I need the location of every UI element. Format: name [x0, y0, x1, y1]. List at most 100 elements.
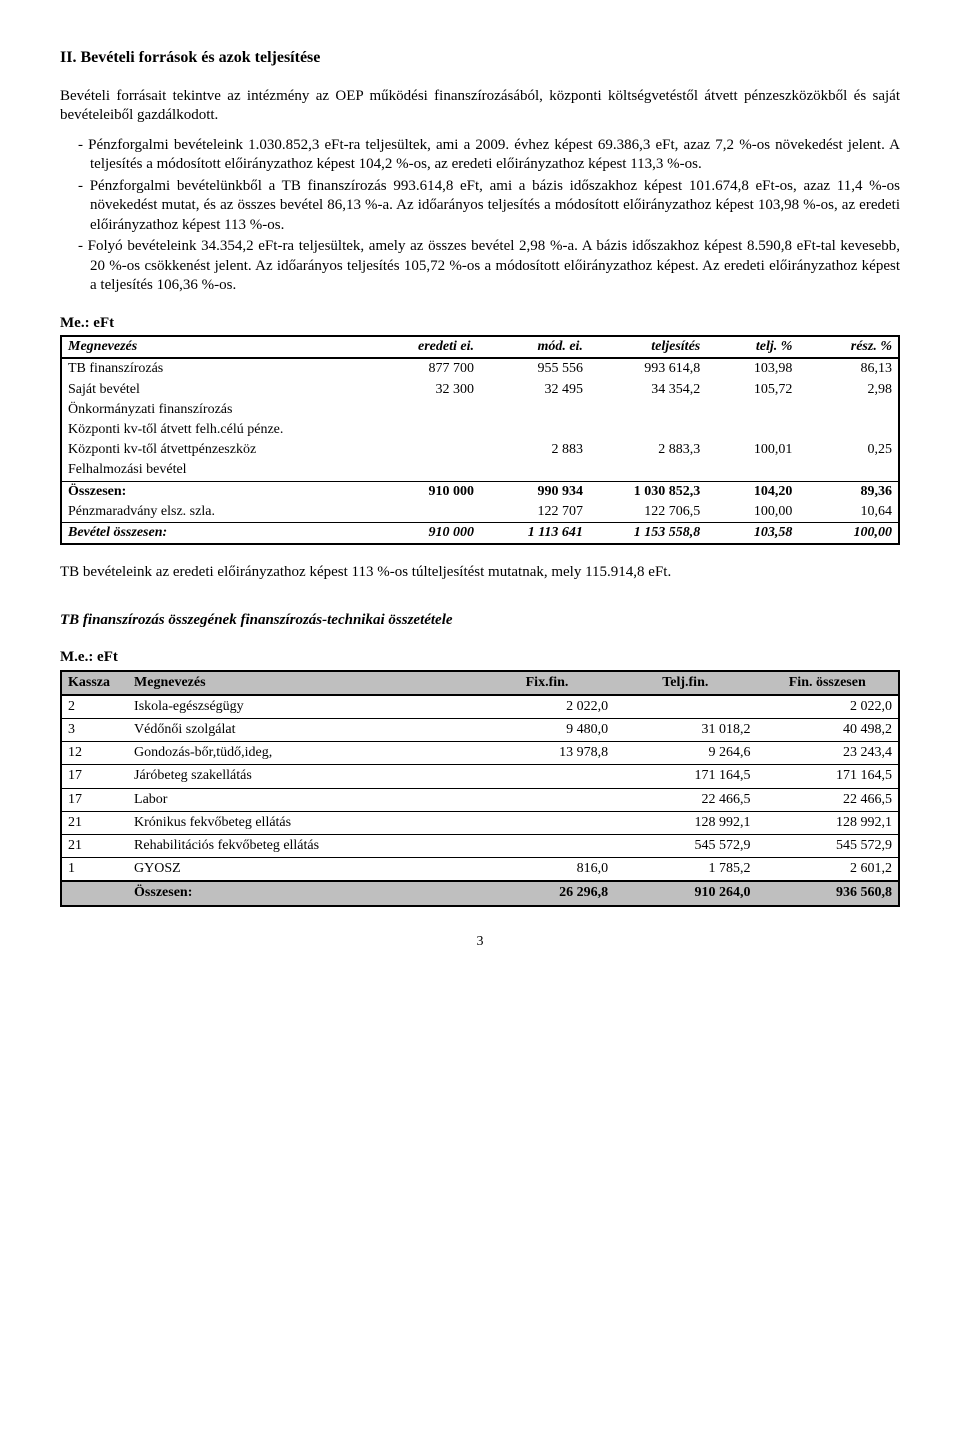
row-value: 0,25: [798, 440, 899, 460]
table-header: Fin. összesen: [757, 671, 899, 695]
row-value: 2,98: [798, 380, 899, 400]
row-value: [379, 420, 480, 440]
table-header: Fix.fin.: [480, 671, 614, 695]
row-label: Labor: [128, 788, 480, 811]
row-value: [480, 460, 589, 481]
row-value: [798, 420, 899, 440]
row-code: 17: [61, 788, 128, 811]
row-value: 993 614,8: [589, 358, 706, 379]
table-row: Központi kv-től átvettpénzeszköz 2 8832 8…: [61, 440, 899, 460]
row-value: 122 707: [480, 502, 589, 523]
row-value: 545 572,9: [614, 834, 756, 857]
row-label: Járóbeteg szakellátás: [128, 765, 480, 788]
row-value: 877 700: [379, 358, 480, 379]
row-value: 9 264,6: [614, 742, 756, 765]
row-value: [379, 400, 480, 420]
row-value: 171 164,5: [614, 765, 756, 788]
row-value: 10,64: [798, 502, 899, 523]
row-label: Iskola-egészségügy: [128, 695, 480, 719]
row-value: 32 495: [480, 380, 589, 400]
row-code: 3: [61, 719, 128, 742]
subsection-title: TB finanszírozás összegének finanszírozá…: [60, 611, 900, 631]
table-header: Telj.fin.: [614, 671, 756, 695]
table-row: 1GYOSZ816,01 785,22 601,2: [61, 858, 899, 882]
revenue-table: Megnevezéseredeti ei.mód. ei.teljesítést…: [60, 335, 900, 545]
row-value: [379, 440, 480, 460]
row-value: 103,98: [706, 358, 798, 379]
row-code: 21: [61, 834, 128, 857]
table-header: eredeti ei.: [379, 336, 480, 358]
row-value: [480, 811, 614, 834]
row-code: [61, 881, 128, 905]
row-label: Krónikus fekvőbeteg ellátás: [128, 811, 480, 834]
row-value: 13 978,8: [480, 742, 614, 765]
row-value: 22 466,5: [757, 788, 899, 811]
row-value: 9 480,0: [480, 719, 614, 742]
row-value: [480, 765, 614, 788]
row-value: 100,01: [706, 440, 798, 460]
row-label: Összesen:: [128, 881, 480, 905]
after-table-paragraph: TB bevételeink az eredeti előirányzathoz…: [60, 563, 900, 583]
row-value: [379, 502, 480, 523]
row-value: 104,20: [706, 481, 798, 502]
row-label: Központi kv-től átvett felh.célú pénze.: [61, 420, 379, 440]
unit-label: Me.: eFt: [60, 314, 900, 334]
row-code: 2: [61, 695, 128, 719]
table-row: Pénzmaradvány elsz. szla.122 707122 706,…: [61, 502, 899, 523]
row-value: [379, 460, 480, 481]
row-value: 2 601,2: [757, 858, 899, 882]
table-row: Bevétel összesen:910 0001 113 6411 153 5…: [61, 522, 899, 544]
row-value: 955 556: [480, 358, 589, 379]
row-value: 816,0: [480, 858, 614, 882]
row-value: 23 243,4: [757, 742, 899, 765]
row-value: 31 018,2: [614, 719, 756, 742]
row-label: Önkormányzati finanszírozás: [61, 400, 379, 420]
row-value: [589, 420, 706, 440]
table-header: Megnevezés: [61, 336, 379, 358]
row-value: [480, 420, 589, 440]
row-label: TB finanszírozás: [61, 358, 379, 379]
table-row: Önkormányzati finanszírozás: [61, 400, 899, 420]
row-value: [798, 400, 899, 420]
row-value: 2 883,3: [589, 440, 706, 460]
row-value: 34 354,2: [589, 380, 706, 400]
table-row: Központi kv-től átvett felh.célú pénze.: [61, 420, 899, 440]
row-value: 26 296,8: [480, 881, 614, 905]
table-row: 21Krónikus fekvőbeteg ellátás128 992,112…: [61, 811, 899, 834]
row-value: [589, 460, 706, 481]
row-label: Felhalmozási bevétel: [61, 460, 379, 481]
row-value: [480, 400, 589, 420]
row-value: 936 560,8: [757, 881, 899, 905]
row-value: 910 000: [379, 522, 480, 544]
row-value: [706, 460, 798, 481]
section-title: II. Bevételi források és azok teljesítés…: [60, 48, 900, 69]
row-value: 2 022,0: [480, 695, 614, 719]
bullet-list: Pénzforgalmi bevételeink 1.030.852,3 eFt…: [60, 136, 900, 296]
row-label: GYOSZ: [128, 858, 480, 882]
table-row: 17Labor 22 466,522 466,5: [61, 788, 899, 811]
row-value: 990 934: [480, 481, 589, 502]
table-row: Felhalmozási bevétel: [61, 460, 899, 481]
row-value: 910 000: [379, 481, 480, 502]
financing-table: KasszaMegnevezésFix.fin.Telj.fin.Fin. ös…: [60, 670, 900, 907]
row-value: [798, 460, 899, 481]
row-value: [614, 695, 756, 719]
row-label: Központi kv-től átvettpénzeszköz: [61, 440, 379, 460]
table-header: rész. %: [798, 336, 899, 358]
row-code: 17: [61, 765, 128, 788]
row-value: 22 466,5: [614, 788, 756, 811]
row-value: 2 022,0: [757, 695, 899, 719]
bullet-item: Folyó bevételeink 34.354,2 eFt-ra teljes…: [78, 237, 900, 296]
bullet-item: Pénzforgalmi bevételünkből a TB finanszí…: [78, 177, 900, 236]
row-value: [480, 834, 614, 857]
row-value: 1 153 558,8: [589, 522, 706, 544]
row-value: 105,72: [706, 380, 798, 400]
table-row: TB finanszírozás877 700955 556993 614,81…: [61, 358, 899, 379]
row-value: 2 883: [480, 440, 589, 460]
row-value: 89,36: [798, 481, 899, 502]
row-label: Rehabilitációs fekvőbeteg ellátás: [128, 834, 480, 857]
table-row: 21Rehabilitációs fekvőbeteg ellátás 545 5…: [61, 834, 899, 857]
table-header: teljesítés: [589, 336, 706, 358]
row-label: Összesen:: [61, 481, 379, 502]
row-value: 100,00: [706, 502, 798, 523]
